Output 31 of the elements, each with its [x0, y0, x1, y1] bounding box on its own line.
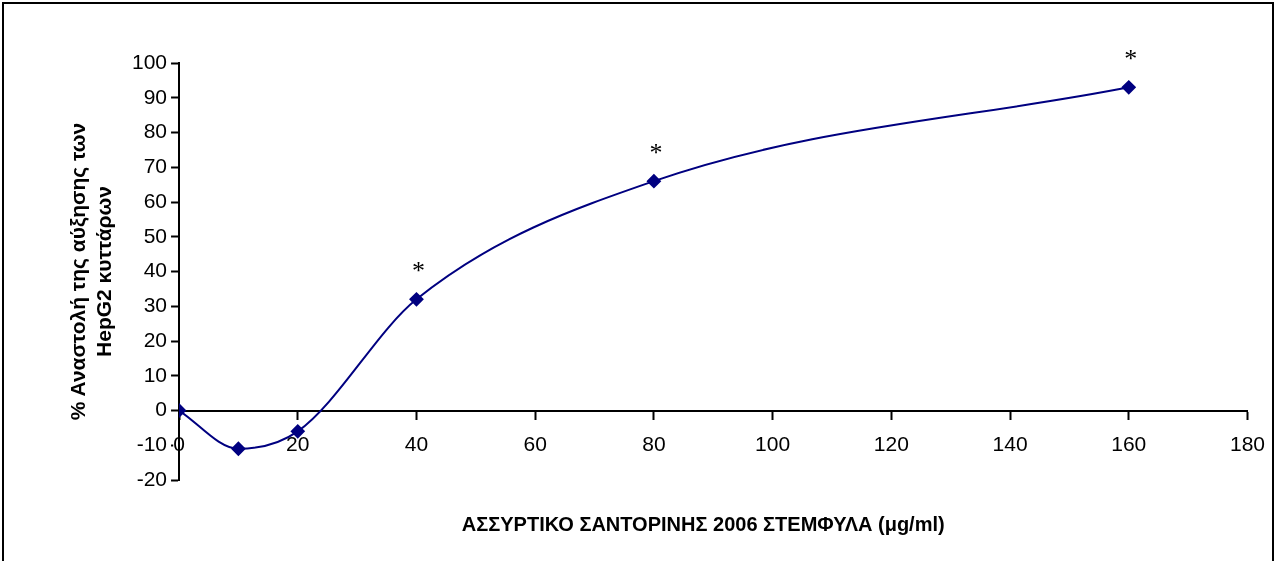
annotation: * — [649, 137, 663, 167]
annotation: * — [1124, 44, 1138, 74]
point — [409, 292, 424, 307]
x-tick-label: 140 — [992, 431, 1028, 455]
y-tick-label: 70 — [143, 154, 168, 178]
y-tick-label: 20 — [143, 327, 168, 351]
annotation: * — [411, 256, 425, 286]
y-tick-label: 50 — [143, 223, 168, 247]
x-tick-label: 20 — [286, 431, 310, 455]
y-tick-label: 60 — [143, 188, 168, 212]
y-tick-label: 10 — [143, 362, 168, 386]
x-tick-label: 160 — [1111, 431, 1147, 455]
y-tick-label: 80 — [143, 119, 168, 143]
y-tick-label: 100 — [131, 49, 168, 73]
y-tick-label: 40 — [143, 258, 168, 282]
y-tick-label: -10 — [136, 432, 168, 456]
x-tick-label: 120 — [873, 431, 909, 455]
y-tick-label: -20 — [136, 466, 168, 490]
x-tick-label: 40 — [404, 431, 429, 455]
point — [1121, 80, 1136, 95]
y-tick-label: 30 — [143, 293, 168, 317]
x-tick-label: 80 — [642, 431, 666, 455]
y-axis-title: % Αναστολή της αύξησης των HepG2 κυττάρων — [65, 122, 115, 421]
point — [646, 174, 661, 189]
y-tick-label: 0 — [155, 397, 168, 421]
x-tick-label: 60 — [523, 431, 547, 455]
x-tick-label: 180 — [1229, 431, 1265, 455]
y-tick-label: 90 — [143, 84, 168, 108]
point — [231, 441, 246, 456]
x-axis-title: ΑΣΣΥΡΤΙΚΟ ΣΑΝΤΟΡΙΝΗΣ 2006 ΣΤΕΜΦΥΛΑ (μg/ml) — [461, 512, 945, 535]
x-tick-label: 100 — [755, 431, 791, 455]
